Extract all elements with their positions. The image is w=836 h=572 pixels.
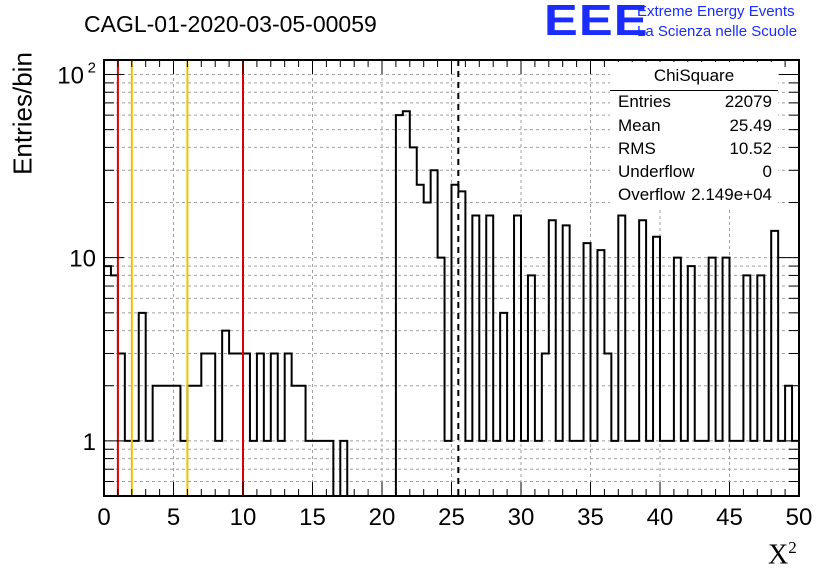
histogram-bin (584, 243, 591, 496)
y-tick-label-exponent: 2 (88, 60, 96, 77)
histogram-bin (424, 203, 431, 496)
histogram-bin (688, 266, 695, 496)
stats-row-entries: Entries 22079 (618, 92, 772, 114)
histogram-series (104, 110, 799, 497)
histogram-bin (285, 353, 292, 496)
stats-value: 2.149e+04 (691, 185, 772, 204)
eee-logo: EEE (544, 0, 649, 45)
x-tick-label: 0 (97, 504, 110, 531)
histogram-bin (709, 258, 716, 496)
stats-key: RMS (618, 139, 656, 158)
stats-row-rms: RMS 10.52 (618, 139, 772, 161)
x-tick-label: 35 (577, 504, 604, 531)
histogram-bin (118, 353, 125, 496)
histogram-bin (243, 353, 250, 496)
histogram-bin (771, 231, 778, 496)
histogram-bin (500, 313, 507, 496)
stats-key: Underflow (618, 162, 695, 181)
histogram-bin (723, 258, 730, 496)
histogram-bin (639, 220, 646, 496)
stats-value: 25.49 (729, 116, 772, 135)
x-axis-label: X2 (768, 538, 797, 571)
stats-value: 0 (762, 162, 772, 181)
stats-key: Mean (618, 116, 661, 135)
histogram-bin (222, 331, 229, 496)
logo-caption-line1: Extreme Energy Events (637, 3, 795, 20)
stats-value: 22079 (724, 92, 772, 111)
histogram-bin (271, 353, 278, 496)
stats-row-overflow: Overflow 2.149e+04 (618, 185, 772, 207)
histogram-bin (597, 250, 604, 496)
y-tick-label: 1 (83, 429, 96, 456)
y-axis-label: Entries/bin (7, 52, 38, 175)
x-tick-label: 20 (369, 504, 396, 531)
histogram-bin (208, 353, 215, 496)
histogram-bin (604, 353, 611, 496)
x-tick-label: 5 (167, 504, 180, 531)
stats-title: ChiSquare (653, 66, 735, 85)
histogram-bin (458, 191, 465, 496)
x-tick-label: 25 (438, 504, 465, 531)
stats-box: ChiSquare Entries 22079 Mean 25.49 RMS 10.5… (610, 62, 778, 210)
x-axis-label-sup: 2 (788, 538, 797, 557)
x-tick-label: 40 (647, 504, 674, 531)
histogram-bin (257, 353, 264, 496)
histogram-bin (201, 353, 208, 496)
histogram-bin (229, 353, 236, 496)
histogram-bin (674, 258, 681, 496)
x-tick-label: 45 (716, 504, 743, 531)
histogram-bin (542, 353, 549, 496)
stats-divider (610, 90, 778, 91)
x-tick-label: 50 (786, 504, 813, 531)
stats-row-mean: Mean 25.49 (618, 116, 772, 138)
histogram-bin (396, 115, 403, 496)
x-tick-label: 30 (508, 504, 535, 531)
stats-key: Entries (618, 92, 671, 111)
x-tick-label: 10 (230, 504, 257, 531)
y-tick-label: 10 (69, 246, 96, 273)
stats-row-underflow: Underflow 0 (618, 162, 772, 184)
logo-caption-line2: La Scienza nelle Scuole (637, 23, 798, 40)
histogram-bin (139, 313, 146, 496)
histogram-bin (431, 170, 438, 496)
x-tick-label: 15 (299, 504, 326, 531)
chart-title: CAGL-01-2020-03-05-00059 (84, 11, 377, 37)
y-tick-label: 10 (57, 63, 84, 90)
histogram-bin (104, 266, 111, 496)
histogram-bin (549, 220, 556, 496)
histogram-bin (236, 353, 243, 496)
stats-key: Overflow (618, 185, 686, 204)
x-axis-label-text: X (768, 539, 789, 571)
histogram-bin (410, 147, 417, 496)
histogram-bin (403, 111, 410, 496)
histogram-bin (438, 258, 445, 496)
stats-value: 10.52 (729, 139, 772, 158)
